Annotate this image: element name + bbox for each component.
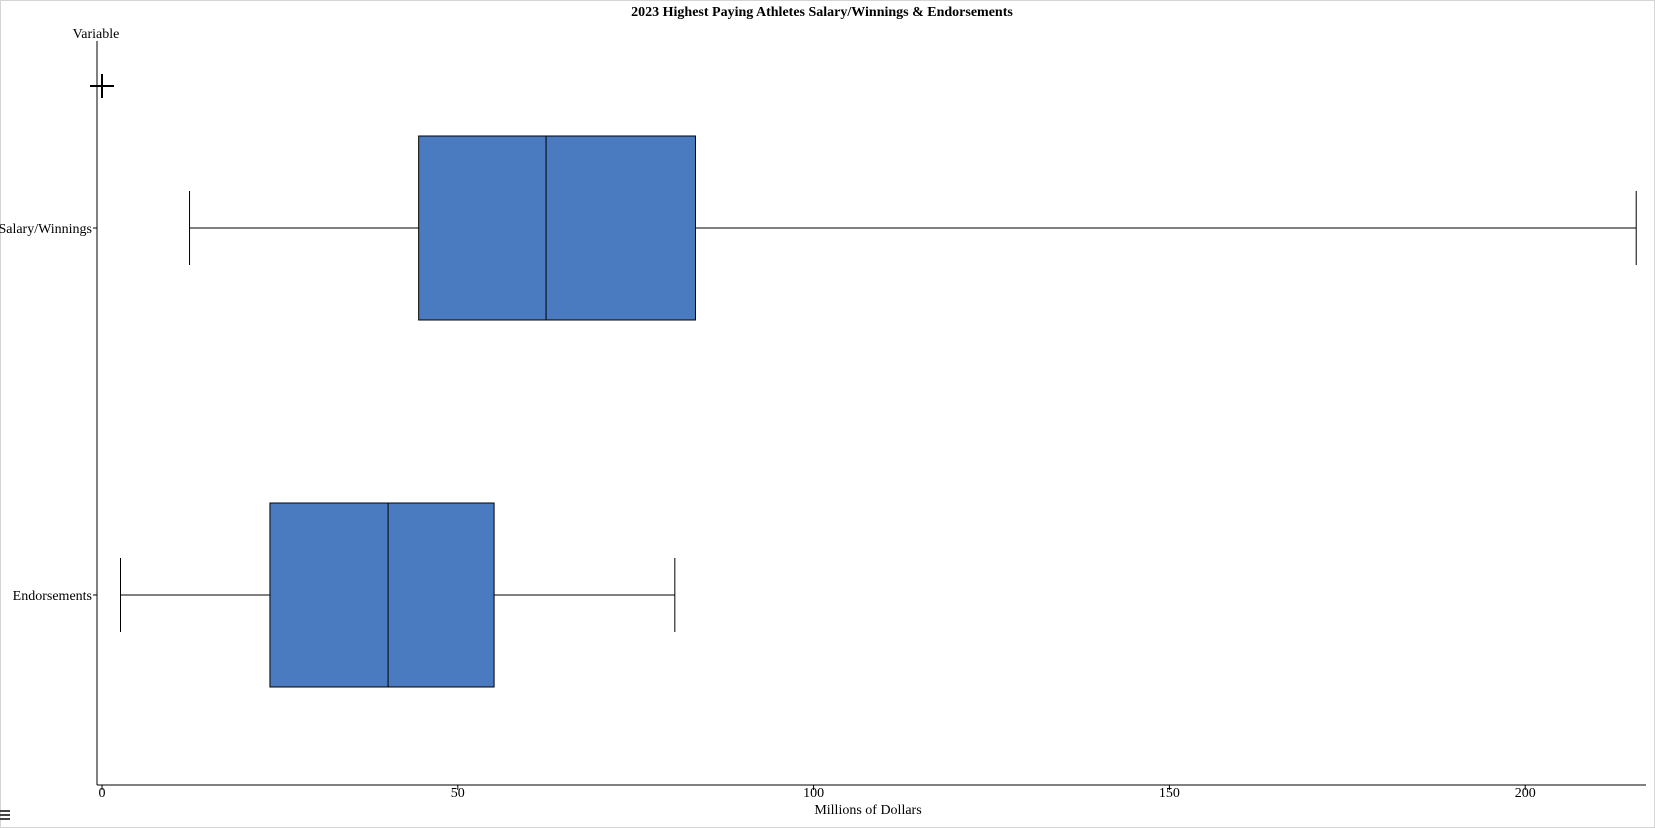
y-tick-label: Salary/Winnings (0, 222, 92, 237)
crosshair-cursor-icon (90, 74, 114, 98)
x-tick-label: 0 (99, 786, 106, 801)
y-axis-label: Variable (73, 27, 120, 42)
x-tick-label: 100 (803, 786, 824, 801)
x-tick-label: 150 (1159, 786, 1180, 801)
menu-icon[interactable] (0, 810, 10, 822)
box-iqr (418, 135, 696, 321)
x-tick-label: 200 (1515, 786, 1536, 801)
x-tick-label: 50 (451, 786, 465, 801)
chart-title: 2023 Highest Paying Athletes Salary/Winn… (631, 5, 1013, 20)
y-tick-label: Endorsements (13, 589, 92, 604)
box-iqr (269, 502, 495, 688)
x-axis-label: Millions of Dollars (814, 803, 921, 818)
